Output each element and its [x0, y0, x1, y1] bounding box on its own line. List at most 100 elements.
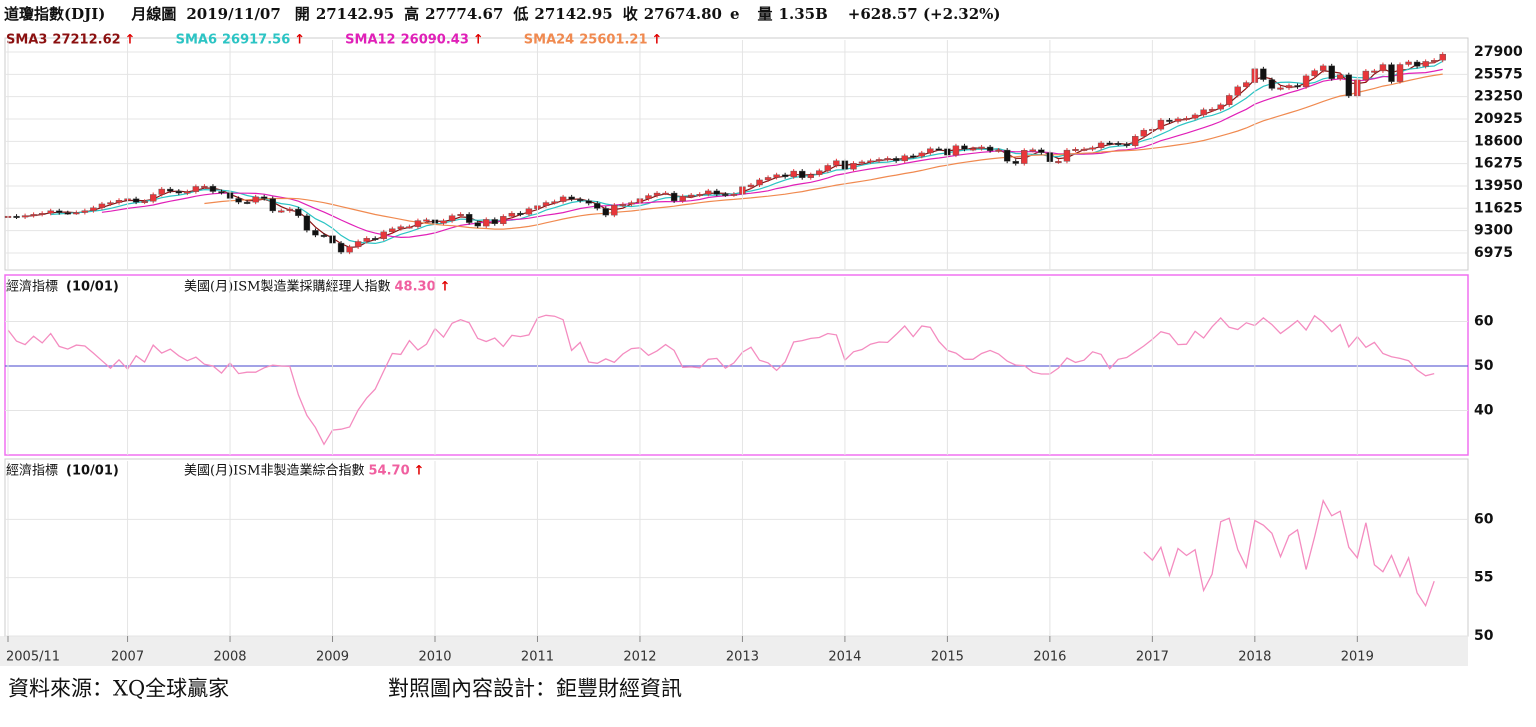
candle-body	[1132, 136, 1139, 146]
candle-body	[30, 214, 37, 217]
candle-body	[986, 146, 994, 151]
x-tick-label: 2005/11	[6, 650, 60, 665]
y-tick-label: 25575	[1474, 66, 1523, 82]
candle-body	[13, 215, 20, 218]
sma-line	[204, 73, 1443, 230]
candle-body	[935, 148, 943, 151]
header-low-label: 低	[512, 5, 528, 23]
x-tick-label: 2019	[1341, 650, 1374, 665]
candle-body	[542, 202, 550, 206]
candle-body	[1371, 70, 1378, 73]
candle-body	[508, 212, 516, 217]
candle-body	[1319, 65, 1327, 71]
y-tick-label: 50	[1474, 358, 1494, 374]
candle-body	[1140, 129, 1148, 137]
x-tick-label: 2012	[623, 650, 656, 665]
candle-body	[269, 198, 276, 212]
x-tick-label: 2011	[521, 650, 554, 665]
candle-body	[73, 212, 80, 215]
candle-body	[320, 234, 328, 237]
legend-name: 美國(月)ISM非製造業綜合指數	[184, 463, 365, 479]
candle-body	[81, 210, 89, 213]
candle-body	[628, 202, 635, 205]
candle-body	[252, 196, 259, 203]
candle-body	[850, 162, 857, 170]
candle-body	[1123, 143, 1130, 146]
candle-body	[21, 215, 29, 218]
candle-body	[243, 201, 251, 204]
candle-body	[483, 219, 490, 227]
candle-body	[363, 238, 370, 242]
candle-body	[175, 190, 183, 194]
header-open-label: 開	[295, 5, 310, 23]
candle-body	[1226, 95, 1233, 105]
candle-body	[1063, 149, 1071, 162]
candle-body	[790, 170, 797, 177]
candle-body	[192, 186, 200, 192]
candle-body	[167, 188, 174, 192]
x-tick-label: 2015	[931, 650, 964, 665]
candle-body	[1166, 119, 1173, 122]
candle-body	[517, 212, 524, 215]
candle-body	[1260, 68, 1267, 80]
panel-date: (10/01)	[66, 280, 119, 295]
candle-body	[824, 165, 832, 171]
sma-line	[101, 68, 1443, 239]
y-tick-label: 11625	[1474, 200, 1523, 216]
x-tick-label: 2007	[111, 650, 144, 665]
y-tick-label: 50	[1474, 628, 1494, 644]
candle-body	[1405, 61, 1412, 65]
legend-arrow: ↑	[652, 33, 663, 48]
candle-body	[1200, 109, 1207, 116]
candle-body	[807, 174, 814, 178]
header-volume: 1.35B	[779, 5, 828, 23]
candle-body	[670, 192, 678, 202]
candle-body	[551, 201, 558, 204]
candle-body	[209, 185, 217, 192]
candle-body	[38, 213, 46, 215]
candle-body	[773, 174, 780, 178]
panel-date: (10/01)	[66, 464, 119, 479]
x-axis-band	[0, 636, 1468, 666]
candle-body	[1362, 70, 1370, 81]
candle-body	[910, 155, 917, 158]
candle-body	[1294, 85, 1301, 88]
candle-body	[286, 208, 294, 211]
candle-body	[1080, 148, 1088, 151]
candle-body	[141, 201, 148, 203]
legend-value: 25601.21	[579, 33, 647, 48]
legend-name: SMA6	[176, 33, 217, 48]
panel-frame	[4, 458, 1469, 637]
legend-name: 美國(月)ISM製造業採購經理人指數	[184, 279, 391, 295]
series-line	[7, 314, 1435, 446]
x-tick-label: 2008	[213, 650, 246, 665]
x-tick-label: 2016	[1033, 650, 1066, 665]
candle-body	[969, 148, 977, 151]
legend-arrow: ↑	[414, 464, 425, 479]
header-low: 27142.95	[534, 5, 612, 23]
panel-label: 經濟指標	[6, 279, 58, 295]
candle-body	[602, 208, 609, 216]
candle-body	[961, 145, 968, 150]
x-tick-label: 2018	[1238, 650, 1271, 665]
candle-body	[1277, 87, 1284, 90]
candle-body	[884, 158, 891, 161]
candle-body	[781, 174, 789, 177]
candle-body	[1191, 114, 1199, 119]
candle-body	[1422, 61, 1429, 67]
candle-body	[1021, 150, 1028, 164]
candle-body	[1012, 161, 1019, 164]
candle-body	[568, 196, 575, 200]
candle-body	[303, 215, 311, 231]
candle-body	[1217, 104, 1224, 110]
y-tick-label: 55	[1474, 570, 1493, 586]
y-tick-label: 13950	[1474, 178, 1523, 194]
candle-body	[816, 170, 823, 175]
candle-body	[1174, 118, 1182, 122]
y-tick-label: 40	[1474, 403, 1494, 419]
candle-body	[833, 160, 840, 166]
x-tick-label: 2010	[418, 650, 451, 665]
candle-body	[158, 188, 165, 195]
header-date: 2019/11/07	[186, 5, 280, 23]
